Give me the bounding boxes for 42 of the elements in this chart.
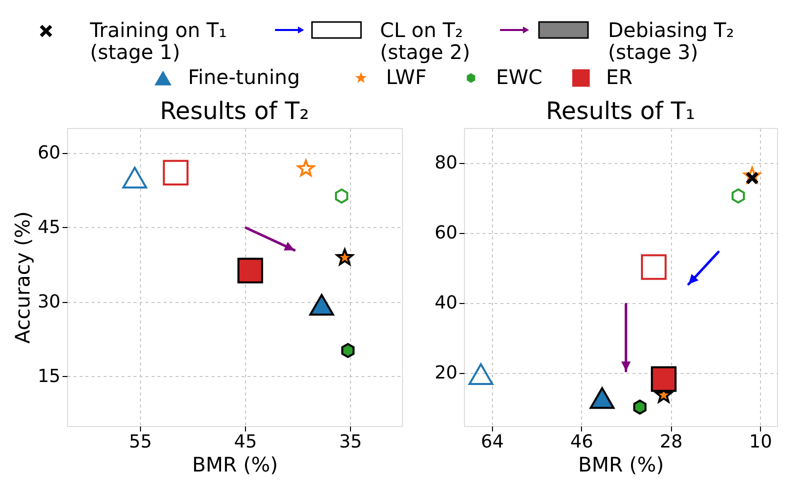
- y-tick-label: 45: [38, 216, 60, 238]
- point: [336, 248, 354, 266]
- point: [341, 342, 355, 358]
- x-axis-title: BMR (%): [578, 452, 664, 476]
- text: Debiasing T₂ (stage 3): [608, 18, 734, 64]
- x-tick-label: 64: [480, 432, 504, 452]
- point: [633, 400, 647, 415]
- y-tick-label: 20: [434, 362, 458, 384]
- y-tick-label: 30: [38, 291, 60, 312]
- point: [297, 160, 315, 176]
- x-tick-label: 35: [339, 432, 362, 452]
- x-tick-label: 28: [660, 432, 683, 452]
- legend-label: Fine-tuning: [188, 65, 300, 89]
- point: [334, 188, 348, 204]
- y-tick-label: 60: [434, 222, 458, 244]
- point: [640, 254, 667, 280]
- legend-label: EWC: [496, 65, 542, 89]
- point: [732, 188, 745, 204]
- point: [590, 387, 615, 409]
- chart-title: Results of T₂: [160, 97, 310, 125]
- chart-title: Results of T₁: [546, 97, 696, 125]
- point: [162, 160, 189, 186]
- x-tick-label: 45: [234, 432, 257, 452]
- legend-label: LWF: [386, 65, 427, 89]
- point: [309, 294, 334, 316]
- y-tick-label: 40: [434, 292, 458, 314]
- text: CL on T₂ (stage 2): [380, 18, 470, 64]
- legend-label: ER: [606, 65, 633, 89]
- point: [650, 366, 677, 392]
- point: [237, 258, 264, 284]
- x-tick-label: 10: [749, 432, 772, 452]
- x-tick-label: 55: [129, 432, 152, 452]
- x-axis-title: BMR (%): [192, 452, 278, 476]
- y-tick-label: 60: [38, 142, 60, 164]
- point: [743, 166, 761, 184]
- point: [468, 363, 494, 386]
- x-tick-label: 46: [570, 432, 594, 452]
- point: [122, 166, 148, 189]
- y-tick-label: 15: [38, 366, 60, 387]
- y-tick-label: 80: [434, 152, 458, 174]
- y-axis-title: Accuracy (%): [10, 211, 35, 344]
- text: Training on T₁ (stage 1): [89, 18, 227, 64]
